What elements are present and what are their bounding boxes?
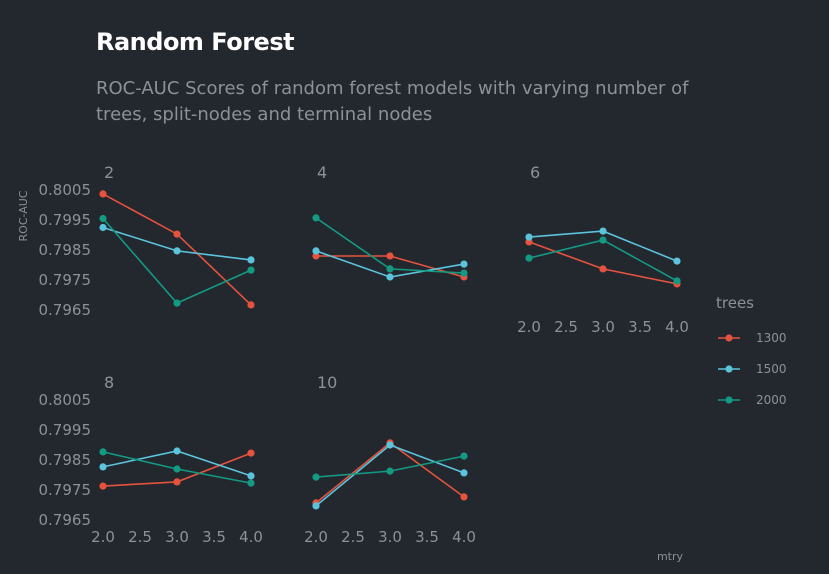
data-point-1500 — [99, 223, 107, 232]
data-point-1500 — [460, 260, 468, 268]
data-point-1300 — [460, 493, 468, 501]
legend: trees — [716, 294, 754, 312]
series-line-2000 — [528, 239, 678, 282]
data-point-2000 — [99, 214, 107, 223]
y-tick-label: 0.7975 — [39, 271, 92, 289]
x-tick-label: 2.5 — [554, 318, 578, 336]
data-point-2000 — [386, 265, 394, 273]
x-tick-label: 3.5 — [628, 318, 652, 336]
x-axis-title: mtry — [657, 550, 684, 563]
y-tick-label: 0.7995 — [39, 421, 92, 439]
data-point-2000 — [312, 214, 320, 222]
data-point-1300 — [247, 301, 255, 309]
data-point-1500 — [247, 256, 255, 264]
data-point-2000 — [247, 479, 255, 487]
data-point-2000 — [460, 269, 468, 277]
data-point-2000 — [386, 467, 394, 475]
data-point-1300 — [99, 482, 107, 490]
legend-label-1300: 1300 — [756, 331, 787, 345]
y-tick-label: 0.7965 — [39, 511, 92, 529]
data-point-2000 — [460, 452, 468, 460]
data-point-1500 — [673, 257, 681, 265]
data-point-2000 — [173, 299, 181, 307]
y-tick-label: 0.7995 — [39, 211, 92, 229]
data-point-1300 — [312, 252, 320, 260]
x-tick-label: 2.5 — [128, 528, 152, 546]
facet-label-2: 2 — [104, 163, 114, 182]
y-tick-label: 0.7965 — [39, 301, 92, 319]
x-tick-label: 4.0 — [239, 528, 263, 546]
legend-key-point — [725, 334, 733, 342]
series-line-1300 — [528, 241, 678, 285]
chart-subtitle: ROC-AUC Scores of random forest models w… — [96, 78, 689, 125]
data-point-1300 — [599, 265, 607, 273]
data-point-2000 — [247, 266, 255, 274]
data-point-1500 — [247, 472, 255, 480]
data-point-2000 — [312, 473, 320, 481]
legend-label-2000: 2000 — [756, 393, 787, 407]
data-point-1500 — [312, 247, 320, 255]
data-point-1500 — [599, 227, 607, 235]
data-point-1300 — [386, 252, 394, 260]
chart-title: Random Forest — [96, 28, 295, 56]
data-point-2000 — [173, 465, 181, 473]
x-tick-label: 3.0 — [378, 528, 402, 546]
x-tick-label: 3.5 — [202, 528, 226, 546]
data-point-1500 — [312, 502, 320, 510]
series-line-2000 — [315, 217, 465, 274]
legend-title: trees — [716, 294, 754, 312]
data-point-2000 — [673, 277, 681, 285]
x-tick-label: 2.0 — [91, 528, 115, 546]
y-tick-label: 0.7975 — [39, 481, 92, 499]
data-point-2000 — [525, 254, 533, 262]
y-tick-label: 0.7985 — [39, 241, 92, 259]
x-tick-label: 2.0 — [304, 528, 328, 546]
x-tick-label: 4.0 — [665, 318, 689, 336]
data-point-1500 — [99, 463, 107, 471]
y-tick-label: 0.8005 — [39, 391, 92, 409]
facet-label-10: 10 — [317, 373, 337, 392]
x-tick-label: 2.5 — [341, 528, 365, 546]
data-point-1300 — [173, 230, 181, 238]
facet-label-6: 6 — [530, 163, 540, 182]
y-tick-label: 0.7985 — [39, 451, 92, 469]
series-line-1500 — [528, 230, 678, 262]
data-point-1500 — [386, 441, 394, 449]
x-tick-label: 3.0 — [591, 318, 615, 336]
data-point-1300 — [247, 449, 255, 457]
data-point-1500 — [173, 447, 181, 455]
data-point-1500 — [386, 273, 394, 281]
facet-label-8: 8 — [104, 373, 114, 392]
data-point-2000 — [99, 448, 107, 456]
x-tick-label: 3.0 — [165, 528, 189, 546]
legend-key-point — [725, 396, 733, 404]
data-point-2000 — [599, 236, 607, 244]
x-tick-label: 4.0 — [452, 528, 476, 546]
x-tick-label: 2.0 — [517, 318, 541, 336]
data-point-1300 — [99, 190, 107, 198]
y-axis-title: ROC-AUC — [17, 190, 30, 241]
data-point-1300 — [173, 478, 181, 486]
data-point-1500 — [525, 233, 533, 241]
data-point-1500 — [460, 469, 468, 477]
data-point-1500 — [173, 247, 181, 255]
legend-key-point — [725, 365, 733, 373]
y-tick-label: 0.8005 — [39, 181, 92, 199]
legend-label-1500: 1500 — [756, 362, 787, 376]
facet-label-4: 4 — [317, 163, 327, 182]
x-tick-label: 3.5 — [415, 528, 439, 546]
